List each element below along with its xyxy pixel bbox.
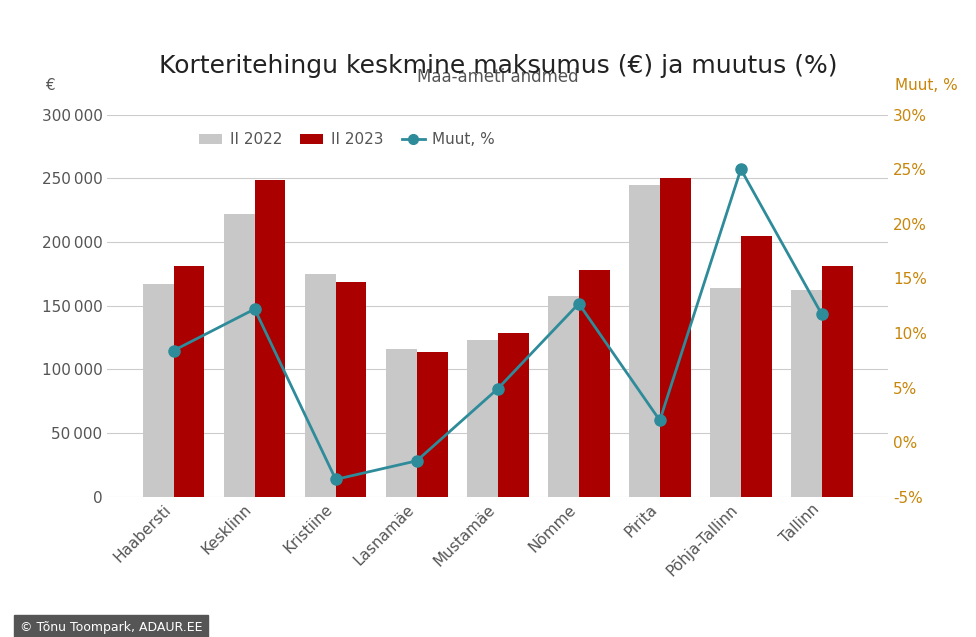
Muut, % — [735, 166, 747, 173]
Text: © Tõnu Toompark, ADAUR.EE: © Tõnu Toompark, ADAUR.EE — [20, 621, 202, 634]
Legend: II 2022, II 2023, Muut, %: II 2022, II 2023, Muut, % — [193, 126, 502, 154]
Line: Muut, %: Muut, % — [168, 164, 828, 485]
Bar — [741, 236, 772, 497]
Bar — [579, 270, 610, 497]
Bar — [336, 282, 367, 497]
Bar — [467, 340, 498, 497]
Bar — [792, 290, 822, 497]
Bar — [224, 214, 255, 497]
Muut, % — [654, 417, 666, 424]
Muut, % — [168, 347, 180, 354]
Bar — [305, 274, 336, 497]
Bar — [822, 266, 853, 497]
Bar — [142, 284, 174, 497]
Bar — [255, 180, 285, 497]
Muut, % — [573, 300, 585, 308]
Bar — [660, 178, 691, 497]
Bar — [711, 288, 741, 497]
Muut, % — [492, 385, 504, 392]
Bar — [548, 296, 579, 497]
Muut, % — [330, 476, 342, 483]
Text: Muut, %: Muut, % — [895, 78, 957, 92]
Muut, % — [411, 457, 423, 464]
Bar — [498, 333, 529, 497]
Muut, % — [249, 305, 261, 313]
Bar — [629, 185, 660, 497]
Text: Maa-ameti andmed: Maa-ameti andmed — [417, 68, 579, 86]
Bar — [417, 352, 448, 497]
Title: Korteritehingu keskmine maksumus (€) ja muutus (%): Korteritehingu keskmine maksumus (€) ja … — [158, 54, 837, 78]
Text: €: € — [45, 78, 55, 92]
Bar — [386, 349, 417, 497]
Muut, % — [816, 311, 828, 318]
Bar — [174, 266, 204, 497]
